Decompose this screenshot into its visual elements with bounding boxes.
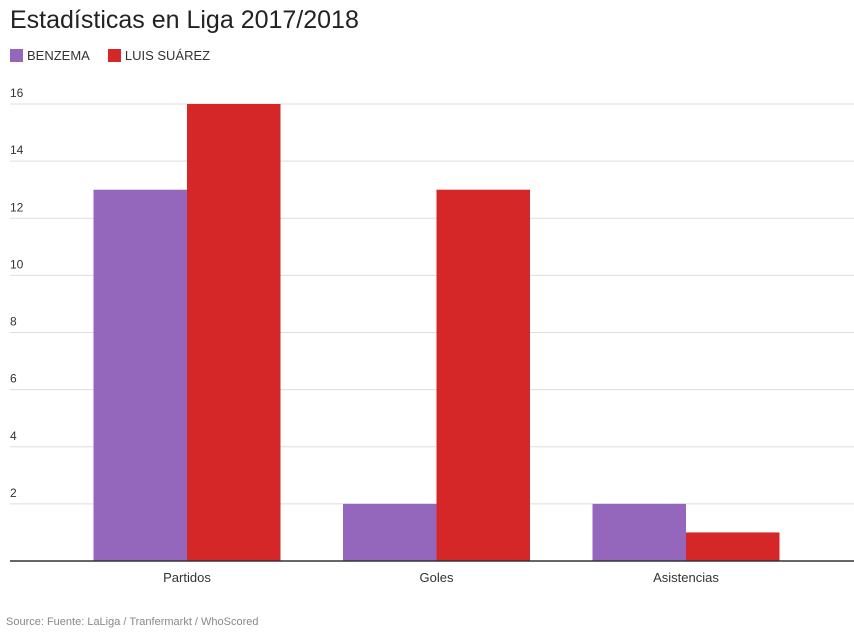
y-tick-label: 16 xyxy=(10,86,24,100)
bar-goles-suarez xyxy=(436,189,530,561)
bar-asistencias-suarez xyxy=(686,532,780,561)
chart-title: Estadísticas en Liga 2017/2018 xyxy=(10,6,359,34)
legend-swatch-benzema xyxy=(10,49,23,62)
bar-goles-benzema xyxy=(343,503,437,561)
y-tick-label: 14 xyxy=(10,143,24,157)
y-tick-label: 2 xyxy=(10,486,17,500)
x-tick-label: Asistencias xyxy=(653,570,719,585)
legend-item-benzema: BENZEMA xyxy=(10,48,90,63)
x-tick-label: Partidos xyxy=(163,570,211,585)
legend-item-suarez: LUIS SUÁREZ xyxy=(107,48,211,63)
y-tick-label: 12 xyxy=(10,200,24,214)
legend-label-suarez: LUIS SUÁREZ xyxy=(124,48,211,63)
bar-partidos-suarez xyxy=(187,104,281,561)
legend: BENZEMA LUIS SUÁREZ xyxy=(10,48,210,63)
y-tick-label: 10 xyxy=(10,257,24,271)
legend-label-benzema: BENZEMA xyxy=(27,48,90,63)
y-tick-label: 4 xyxy=(10,429,17,443)
y-tick-label: 6 xyxy=(10,372,17,386)
bar-partidos-benzema xyxy=(93,189,187,561)
legend-swatch-suarez xyxy=(107,49,121,62)
y-tick-label: 8 xyxy=(10,315,17,329)
bar-asistencias-benzema xyxy=(592,503,686,561)
source-note: Source: Fuente: LaLiga / Tranfermarkt / … xyxy=(6,616,259,628)
x-tick-label: Goles xyxy=(420,570,454,585)
